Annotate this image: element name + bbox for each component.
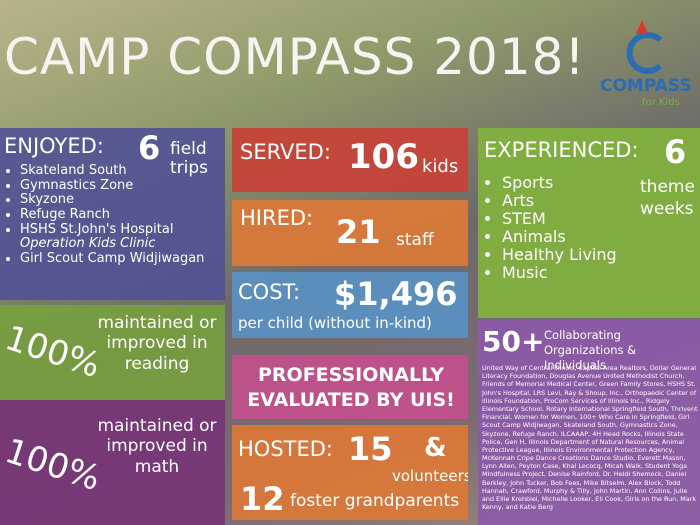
list-item: Animals	[502, 228, 617, 246]
served-unit: kids	[422, 156, 459, 177]
experienced-list: SportsArtsSTEMAnimalsHealthy LivingMusic	[484, 173, 617, 282]
logo: COMPASS for Kids	[598, 18, 700, 114]
evaluated-text: PROFESSIONALLY EVALUATED BY UIS!	[247, 364, 455, 411]
logo-arrow	[636, 20, 648, 34]
reading-panel: 100% maintained or improved in reading	[0, 305, 225, 400]
list-item: Refuge Ranch	[20, 207, 204, 223]
hosted-heading: HOSTED:	[238, 437, 333, 461]
cost-number: $1,496	[334, 275, 458, 313]
hosted-number: 15	[348, 430, 393, 468]
enjoyed-heading: ENJOYED:	[4, 134, 104, 158]
evaluated-panel: PROFESSIONALLY EVALUATED BY UIS!	[232, 355, 468, 419]
collab-heading: Collaborating Organizations & Individual…	[544, 328, 637, 372]
hosted-number-2: 12	[240, 480, 285, 518]
math-panel: 100% maintained or improved in math	[0, 400, 225, 525]
list-item: Gymnastics Zone	[20, 178, 204, 194]
list-item: STEM	[502, 210, 617, 228]
list-item: Skyzone	[20, 193, 204, 208]
enjoyed-panel: ENJOYED: 6 field trips Skateland SouthGy…	[0, 128, 225, 300]
hosted-unit-2: foster grandparents	[290, 491, 460, 511]
logo-mark	[626, 20, 663, 74]
enjoyed-list: Skateland SouthGymnastics ZoneSkyzoneRef…	[2, 163, 204, 267]
list-item: Girl Scout Camp Widjiwagan	[20, 251, 204, 267]
hired-heading: HIRED:	[240, 206, 314, 230]
reading-text: maintained or improved in reading	[97, 313, 217, 374]
list-item: Arts	[502, 191, 617, 210]
logo-arc	[626, 32, 663, 74]
served-heading: SERVED:	[240, 140, 331, 164]
hosted-panel: HOSTED: 15 & volunteers 12 foster grandp…	[232, 425, 468, 520]
experienced-heading: EXPERIENCED:	[484, 138, 639, 162]
experienced-panel: EXPERIENCED: 6 theme weeks SportsArtsSTE…	[478, 128, 700, 318]
cost-heading: COST:	[238, 280, 301, 304]
experienced-number: 6	[664, 133, 687, 171]
list-item: Sports	[502, 173, 617, 192]
collab-panel: 50+ Collaborating Organizations & Indivi…	[478, 320, 700, 525]
collab-number: 50+	[482, 325, 545, 358]
list-item: Operation Kids Clinic	[20, 236, 156, 252]
experienced-unit: theme weeks	[640, 177, 695, 220]
served-number: 106	[348, 137, 419, 177]
list-item: Skateland South	[20, 163, 204, 179]
logo-name: COMPASS	[600, 76, 692, 96]
list-item: Music	[502, 264, 617, 282]
enjoyed-unit: field trips	[170, 139, 209, 178]
collab-list: United Way of Central Illinois, Capital …	[482, 364, 698, 512]
hired-number: 21	[336, 213, 381, 251]
hired-panel: HIRED: 21 staff	[232, 200, 468, 266]
reading-percent: 100%	[0, 317, 106, 387]
math-percent: 100%	[0, 430, 106, 500]
hired-unit: staff	[396, 230, 434, 250]
hosted-unit: volunteers	[392, 467, 468, 485]
title: CAMP COMPASS 2018!	[4, 28, 586, 86]
cost-panel: COST: $1,496 per child (without in-kind)	[232, 272, 468, 338]
cost-note: per child (without in-kind)	[238, 314, 432, 332]
logo-tagline: for Kids	[642, 97, 680, 108]
hosted-and: &	[424, 433, 447, 463]
served-panel: SERVED: 106 kids	[232, 128, 468, 192]
list-item: HSHS St.John's Hospital	[20, 222, 204, 238]
list-item: Healthy Living	[502, 246, 617, 264]
math-text: maintained or improved in math	[97, 416, 217, 477]
enjoyed-number: 6	[138, 129, 161, 167]
